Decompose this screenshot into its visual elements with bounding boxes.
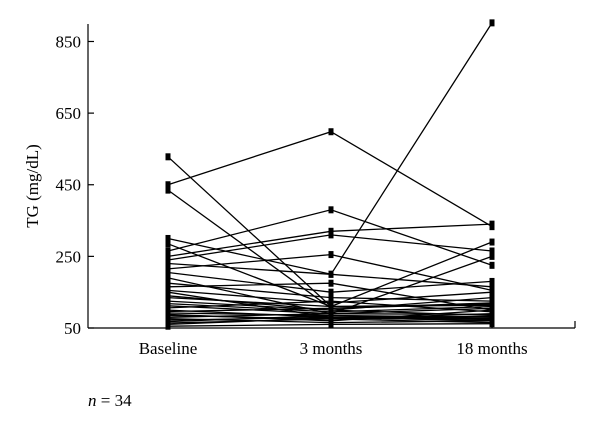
- data-point: [489, 252, 495, 260]
- data-point: [165, 260, 171, 268]
- y-tick-label: 50: [64, 319, 81, 338]
- data-point: [489, 283, 495, 291]
- data-point: [328, 128, 334, 136]
- y-tick-label: 250: [56, 247, 82, 266]
- data-point: [165, 294, 171, 302]
- data-point: [328, 206, 334, 214]
- x-tick-label: 18 months: [456, 339, 527, 358]
- data-point: [489, 238, 495, 246]
- data-point: [165, 153, 171, 161]
- data-point: [328, 251, 334, 259]
- data-point: [328, 279, 334, 287]
- x-tick-label: 3 months: [300, 339, 363, 358]
- data-point: [489, 294, 495, 302]
- axis-layer: 50 250 450 650 850 Baseline 3 months 18 months: [56, 24, 576, 358]
- data-point: [165, 288, 171, 296]
- data-point: [489, 19, 495, 27]
- data-point: [489, 288, 495, 296]
- series-layer: [165, 19, 495, 330]
- data-point: [165, 234, 171, 242]
- y-tick-label: 650: [56, 104, 82, 123]
- data-point: [165, 181, 171, 189]
- y-tick-label: 850: [56, 32, 82, 51]
- data-point: [328, 288, 334, 296]
- sample-size-note: n = 34: [88, 391, 132, 410]
- data-point: [328, 231, 334, 239]
- data-point: [328, 227, 334, 235]
- data-point: [489, 277, 495, 285]
- data-point: [489, 247, 495, 255]
- data-point: [165, 256, 171, 264]
- data-point: [489, 299, 495, 307]
- data-point: [328, 294, 334, 302]
- data-point: [328, 304, 334, 312]
- data-point: [328, 314, 334, 322]
- data-point: [165, 283, 171, 291]
- data-point: [328, 270, 334, 278]
- data-point: [165, 274, 171, 282]
- data-point: [489, 316, 495, 324]
- y-tick-label: 450: [56, 176, 82, 195]
- data-point: [165, 240, 171, 248]
- y-axis-label: TG (mg/dL): [23, 144, 42, 228]
- x-tick-label: Baseline: [139, 339, 198, 358]
- data-point: [489, 220, 495, 228]
- data-point: [165, 265, 171, 273]
- data-point: [489, 261, 495, 269]
- data-point: [489, 306, 495, 314]
- data-point: [165, 252, 171, 260]
- data-point: [165, 268, 171, 276]
- data-point: [328, 297, 334, 305]
- data-point: [165, 186, 171, 194]
- data-point: [165, 279, 171, 287]
- data-point: [165, 247, 171, 255]
